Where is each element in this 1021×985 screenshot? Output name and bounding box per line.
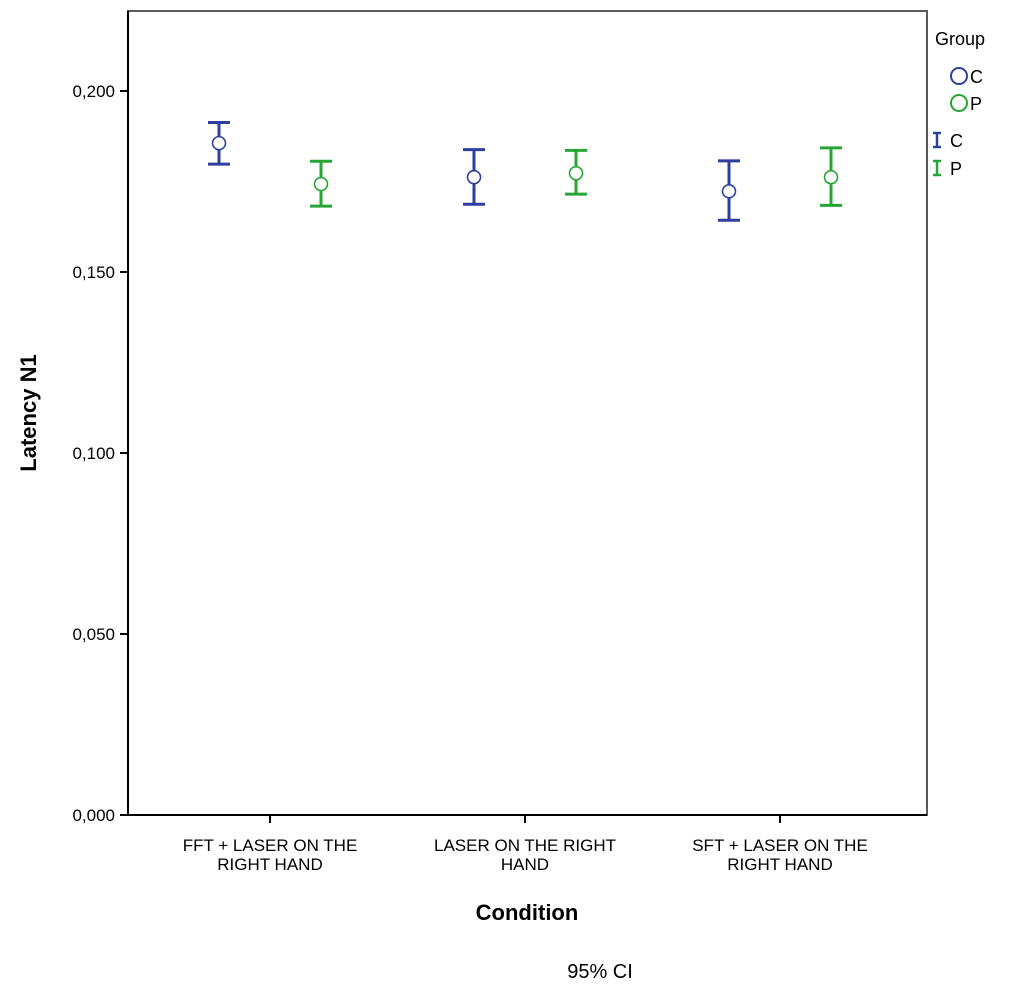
y-axis-title: Latency N1 [16, 354, 41, 471]
legend-label: P [950, 159, 962, 179]
y-tick-label: 0,200 [72, 82, 115, 101]
x-tick-label-line: FFT + LASER ON THE [183, 836, 358, 855]
mean-marker [313, 176, 329, 192]
plot-area [127, 10, 928, 816]
error-bar-p [565, 148, 587, 196]
series-layer [208, 120, 842, 222]
y-axis-ticks: 0,000 0,050 0,100 0,150 0,200 [72, 82, 128, 825]
y-tick-label: 0,100 [72, 444, 115, 463]
legend-label: P [970, 94, 982, 114]
x-tick-label: LASER ON THE RIGHT HAND [434, 836, 616, 874]
x-tick-label-line: SFT + LASER ON THE [692, 836, 868, 855]
legend-title: Group [935, 29, 985, 49]
x-tick-label: FFT + LASER ON THE RIGHT HAND [183, 836, 358, 874]
x-tick-label: SFT + LASER ON THE RIGHT HAND [692, 836, 868, 874]
mean-marker [568, 165, 584, 181]
x-axis-title: Condition [476, 900, 579, 925]
error-bar-c [718, 159, 740, 222]
mean-marker [721, 183, 737, 199]
y-tick-label: 0,150 [72, 263, 115, 282]
error-bar-c [208, 120, 230, 166]
error-bar-p [310, 159, 332, 208]
legend-label: C [950, 131, 963, 151]
x-tick-label-line: LASER ON THE RIGHT [434, 836, 616, 855]
mean-marker [211, 135, 227, 151]
mean-marker [466, 169, 482, 185]
legend-marker-p [950, 94, 968, 112]
y-tick-label: 0,000 [72, 806, 115, 825]
error-bar-c [463, 148, 485, 206]
y-tick-label: 0,050 [72, 625, 115, 644]
footnote-ci: 95% CI [567, 961, 633, 983]
mean-marker [823, 169, 839, 185]
legend-errorbar-p [933, 159, 941, 177]
x-tick-label-line: RIGHT HAND [217, 855, 322, 874]
legend-errorbar-c [933, 131, 941, 149]
x-tick-label-line: HAND [501, 855, 549, 874]
error-bar-p [820, 146, 842, 207]
legend-label: C [970, 67, 983, 87]
legend-marker-c [950, 67, 968, 85]
x-tick-label-line: RIGHT HAND [727, 855, 832, 874]
